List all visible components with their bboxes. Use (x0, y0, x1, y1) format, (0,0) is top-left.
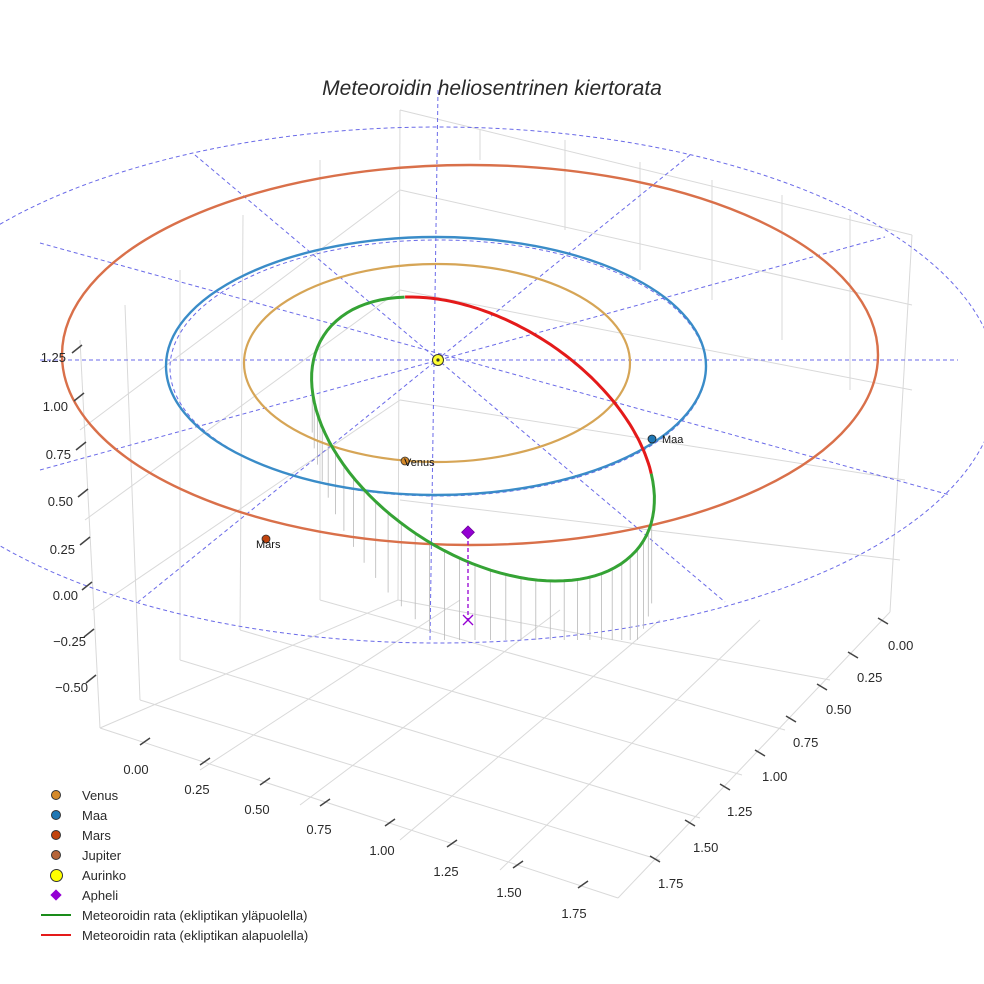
maa-legend-marker (51, 810, 61, 820)
y-tick-label: 0.75 (793, 735, 818, 750)
legend: Venus Maa Mars Jupiter Aurinko Apheli Me… (38, 785, 358, 945)
z-axis: 1.25 1.00 0.75 0.50 0.25 0.00 −0.25 −0.5… (41, 344, 97, 695)
box-grid (79, 109, 913, 899)
legend-label: Aurinko (82, 867, 127, 883)
y-tick-label: 1.50 (693, 840, 718, 855)
y-tick-label: 1.00 (762, 769, 787, 784)
legend-label: Jupiter (82, 847, 122, 863)
meteoroid-orbit-below (405, 295, 653, 474)
apheli-marker (461, 525, 475, 540)
y-tick-label: 0.25 (857, 670, 882, 685)
mars-marker (261, 534, 271, 544)
orbit-maa (164, 235, 708, 497)
legend-label: Venus (82, 787, 119, 803)
legend-item-aurinko[interactable]: Aurinko (38, 865, 358, 885)
x-axis: 0.00 0.25 0.50 0.75 1.00 1.25 1.50 1.75 (123, 737, 589, 921)
meteoroid-orbit-above (310, 295, 656, 583)
legend-item-maa[interactable]: Maa (38, 805, 358, 825)
y-tick-label: 1.75 (658, 876, 683, 891)
x-tick-label: 1.25 (433, 864, 458, 879)
orbit-jupiter-mars (60, 163, 880, 547)
maa-label: Maa (662, 434, 684, 446)
legend-label: Mars (82, 827, 111, 843)
z-tick-label: 0.50 (48, 494, 73, 509)
z-tick-label: −0.25 (53, 634, 86, 649)
z-tick-label: 1.25 (41, 350, 66, 365)
mars-label: Mars (256, 539, 281, 551)
x-tick-label: 0.50 (244, 802, 269, 817)
x-tick-label: 0.75 (306, 822, 331, 837)
legend-item-jupiter[interactable]: Jupiter (38, 845, 358, 865)
ecliptic-axis-v (429, 89, 439, 641)
legend-item-mars[interactable]: Mars (38, 825, 358, 845)
venus-label: Venus (404, 457, 435, 469)
chart-title: Meteoroidin heliosentrinen kiertorata (322, 77, 662, 100)
ecliptic-axis-d4 (39, 236, 886, 471)
legend-item-venus[interactable]: Venus (38, 785, 358, 805)
z-tick-label: 0.00 (53, 588, 78, 603)
y-tick-label: 0.50 (826, 702, 851, 717)
ecliptic-axis-d3 (39, 242, 951, 496)
orbit-above-legend-line (41, 914, 71, 916)
y-tick-label: 1.25 (727, 804, 752, 819)
maa-marker (647, 434, 657, 444)
legend-label: Apheli (82, 887, 119, 903)
z-tick-label: −0.50 (55, 680, 88, 695)
apheli-legend-marker (50, 889, 62, 901)
legend-item-apheli[interactable]: Apheli (38, 885, 358, 905)
venus-legend-marker (51, 790, 61, 800)
ecliptic-reference (0, 89, 984, 644)
mars-legend-marker (51, 830, 61, 840)
ecliptic-axis-d2 (137, 154, 691, 603)
y-axis: 0.00 0.25 0.50 0.75 1.00 1.25 1.50 1.75 (649, 617, 913, 891)
jupiter-legend-marker (51, 850, 61, 860)
projection-lines (311, 389, 653, 640)
ecliptic-outer-ring (0, 126, 984, 644)
sun-legend-marker (49, 868, 63, 882)
apheli-projection-marker (462, 614, 474, 626)
x-tick-label: 0.25 (184, 782, 209, 797)
x-tick-label: 0.00 (123, 762, 148, 777)
z-tick-label: 1.00 (43, 399, 68, 414)
legend-label: Maa (82, 807, 108, 823)
z-tick-label: 0.25 (50, 542, 75, 557)
legend-label: Meteoroidin rata (ekliptikan alapuolella… (82, 927, 309, 943)
x-tick-label: 1.00 (369, 843, 394, 858)
orbit-below-legend-line (41, 934, 71, 936)
x-tick-label: 1.50 (496, 885, 521, 900)
z-tick-label: 0.75 (46, 447, 71, 462)
orbit-venus (242, 262, 632, 464)
venus-marker (400, 456, 410, 466)
y-tick-label: 0.00 (888, 638, 913, 653)
legend-label: Meteoroidin rata (ekliptikan yläpuolella… (82, 907, 308, 923)
legend-item-orbit-above[interactable]: Meteoroidin rata (ekliptikan yläpuolella… (38, 905, 358, 925)
legend-item-orbit-below[interactable]: Meteoroidin rata (ekliptikan alapuolella… (38, 925, 358, 945)
x-tick-label: 1.75 (561, 906, 586, 921)
